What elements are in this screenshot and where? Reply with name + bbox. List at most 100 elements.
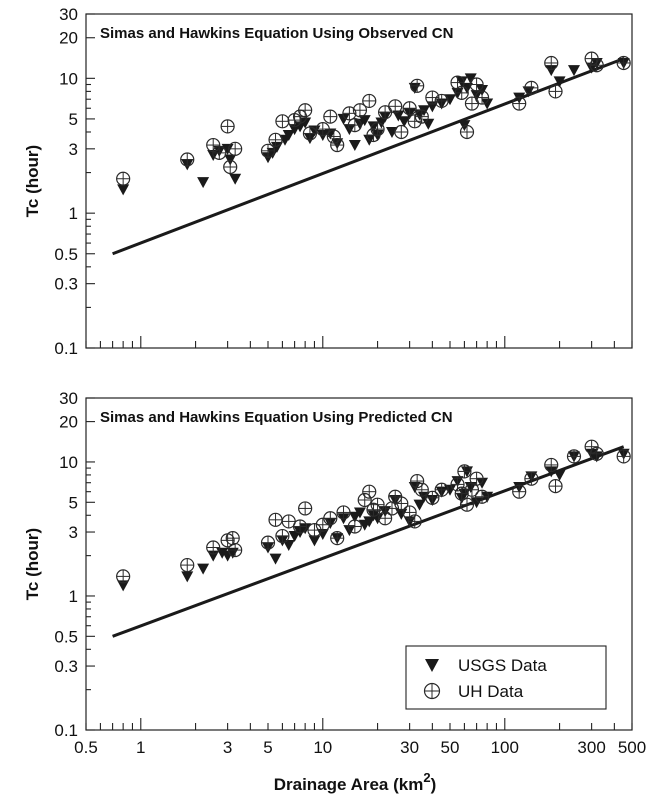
usgs-point bbox=[316, 528, 329, 540]
legend: USGS Data UH Data bbox=[405, 645, 607, 710]
uh-point bbox=[469, 77, 484, 92]
uh-point bbox=[225, 531, 240, 546]
uh-point bbox=[589, 446, 604, 461]
uh-point bbox=[512, 96, 527, 111]
y-tick-label: 5 bbox=[69, 493, 78, 512]
usgs-point bbox=[197, 563, 210, 575]
x-axis-label-close: ) bbox=[431, 775, 437, 794]
uh-point bbox=[268, 132, 283, 147]
uh-point bbox=[370, 122, 385, 137]
uh-point bbox=[544, 55, 559, 71]
x-tick-label: 300 bbox=[577, 738, 605, 757]
uh-point bbox=[414, 109, 429, 124]
uh-point bbox=[459, 497, 475, 512]
y-tick-label: 20 bbox=[59, 413, 78, 432]
uh-point bbox=[589, 58, 604, 73]
y-tick-label: 0.3 bbox=[54, 657, 78, 676]
plot-frame bbox=[85, 13, 633, 349]
uh-point bbox=[464, 96, 480, 111]
x-tick-label: 3 bbox=[223, 738, 232, 757]
usgs-point bbox=[324, 128, 337, 140]
uh-point bbox=[394, 124, 409, 140]
usgs-point bbox=[299, 117, 312, 129]
uh-point bbox=[228, 542, 243, 558]
uh-point bbox=[410, 78, 425, 93]
legend-uh-marker bbox=[423, 682, 441, 700]
uh-point bbox=[116, 569, 131, 584]
usgs-point bbox=[481, 98, 494, 110]
uh-point bbox=[260, 535, 276, 550]
uh-point bbox=[407, 114, 422, 129]
y-tick-label: 0.3 bbox=[54, 275, 78, 294]
uh-point bbox=[474, 90, 490, 105]
uh-point bbox=[180, 557, 195, 573]
uh-point bbox=[402, 101, 417, 116]
x-tick-label: 5 bbox=[263, 738, 272, 757]
uh-point bbox=[524, 80, 539, 95]
x-tick-label: 500 bbox=[618, 738, 646, 757]
uh-point bbox=[616, 449, 631, 464]
usgs-point bbox=[358, 115, 371, 127]
plot-frame bbox=[85, 397, 633, 731]
y-tick-label: 10 bbox=[59, 453, 78, 472]
x-tick-label: 100 bbox=[491, 738, 519, 757]
usgs-point bbox=[398, 116, 411, 128]
uh-point bbox=[228, 141, 243, 156]
usgs-point bbox=[221, 143, 234, 155]
usgs-point bbox=[553, 469, 566, 481]
x-axis-label-superscript: 2 bbox=[423, 770, 430, 785]
uh-point bbox=[464, 482, 480, 497]
uh-point bbox=[548, 479, 563, 494]
y-tick-label: 20 bbox=[59, 29, 78, 48]
y-tick-label: 0.5 bbox=[54, 627, 78, 646]
uh-point bbox=[323, 511, 338, 526]
usgs-series bbox=[117, 448, 630, 592]
usgs-point bbox=[269, 553, 282, 565]
usgs-point bbox=[444, 484, 456, 496]
usgs-point bbox=[363, 516, 376, 528]
usgs-point bbox=[470, 90, 483, 102]
uh-point bbox=[292, 519, 308, 534]
x-axis-label: Drainage Area (km2) bbox=[274, 770, 437, 794]
uh-point bbox=[275, 114, 290, 129]
legend-uh-label: UH Data bbox=[458, 682, 524, 701]
y-axis-label: Tc (hour) bbox=[23, 145, 42, 217]
uh-point bbox=[450, 75, 465, 90]
uh-point bbox=[394, 496, 409, 511]
uh-point bbox=[212, 145, 227, 160]
uh-point bbox=[584, 439, 599, 454]
uh-point bbox=[116, 171, 131, 186]
usgs-point bbox=[288, 531, 301, 543]
equation-line bbox=[112, 57, 625, 256]
y-tick-label: 10 bbox=[59, 69, 78, 88]
uh-point bbox=[434, 93, 449, 109]
y-tick-label: 0.5 bbox=[54, 245, 78, 264]
uh-point bbox=[352, 103, 368, 118]
uh-point bbox=[220, 119, 235, 134]
usgs-point bbox=[470, 497, 483, 509]
uh-point bbox=[370, 497, 385, 512]
usgs-point bbox=[282, 129, 295, 141]
uh-point bbox=[347, 519, 362, 534]
uh-point bbox=[336, 505, 351, 520]
y-tick-label: 30 bbox=[59, 5, 78, 24]
y-tick-label: 3 bbox=[69, 523, 78, 542]
uh-point bbox=[407, 514, 422, 529]
panel-predicted-cn: 0.1 0.3 0.5 1 3 5 10 20 30 0.5 1 3 5 10 30 50 100 300 500 S… bbox=[23, 389, 646, 794]
usgs-point bbox=[353, 507, 366, 519]
legend-usgs-marker bbox=[425, 659, 439, 672]
uh-point bbox=[425, 90, 440, 105]
y-tick-label: 0.1 bbox=[54, 339, 78, 358]
uh-point bbox=[616, 55, 631, 71]
y-axis-label: Tc (hour) bbox=[23, 528, 42, 600]
uh-point bbox=[330, 137, 345, 153]
usgs-point bbox=[348, 140, 361, 152]
x-tick-label: 30 bbox=[400, 738, 419, 757]
usgs-point bbox=[413, 499, 426, 511]
usgs-point bbox=[282, 540, 295, 552]
usgs-point bbox=[422, 118, 435, 130]
usgs-point bbox=[229, 173, 242, 185]
usgs-point bbox=[197, 177, 210, 189]
y-tick-label: 3 bbox=[69, 140, 78, 159]
